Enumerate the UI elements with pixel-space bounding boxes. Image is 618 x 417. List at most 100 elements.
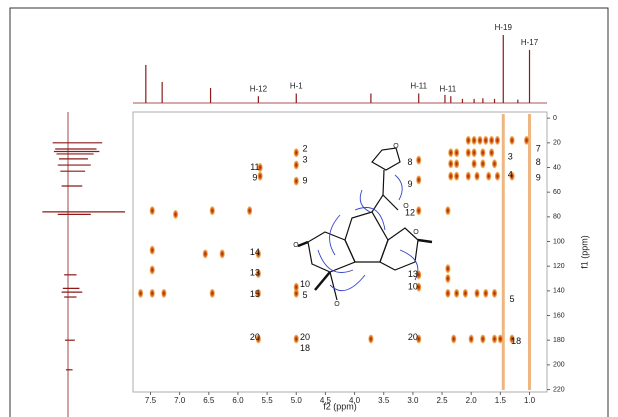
x-tick-label: 3.5 (378, 396, 390, 405)
cross-peak (150, 265, 155, 274)
annotation: 13 (408, 269, 418, 279)
annotation: 3 (508, 151, 513, 161)
annotation: 18 (300, 343, 310, 353)
cross-peak (469, 334, 474, 343)
annotation: 9 (407, 179, 412, 189)
cross-peak (294, 283, 299, 292)
annotation: 7 (536, 143, 541, 153)
cross-peak (466, 172, 471, 181)
x-tick-label: 2.0 (466, 396, 478, 405)
y-tick-label: 100 (553, 238, 565, 245)
annotation: 2 (303, 143, 308, 153)
annotation: 5 (510, 294, 515, 304)
y-tick-label: 40 (553, 164, 561, 171)
atom-label: O (334, 301, 340, 308)
annotation: 15 (250, 289, 260, 299)
cross-peak (161, 289, 166, 298)
annotation: 14 (250, 247, 260, 257)
cross-peak (498, 334, 503, 343)
annotation: 3 (303, 154, 308, 164)
x-tick-label: 7.5 (145, 396, 157, 405)
cross-peak (466, 136, 471, 145)
annotation: 18 (511, 336, 521, 346)
cross-peak (448, 172, 453, 181)
cross-peak (454, 159, 459, 168)
cross-peak (466, 148, 471, 157)
cross-peak (416, 175, 421, 184)
x-tick-label: 2.5 (436, 396, 448, 405)
y-tick-label: 60 (553, 189, 561, 196)
x-tick-label: 1.0 (524, 396, 536, 405)
x-tick-label: 7.0 (174, 396, 186, 405)
cross-peak (509, 136, 514, 145)
atom-label: O (413, 229, 419, 236)
cross-peak (495, 172, 500, 181)
cross-peak (173, 210, 178, 219)
x-tick-label: 6.5 (203, 396, 215, 405)
cross-peak (220, 249, 225, 258)
atom-label: O (293, 242, 299, 249)
annotation: 9 (536, 172, 541, 182)
x-tick-label: 5.5 (262, 396, 274, 405)
cross-peak (247, 206, 252, 215)
x-tick-label: 3.0 (407, 396, 419, 405)
cross-peak (483, 136, 488, 145)
peak-label: H-17 (521, 38, 539, 47)
annotation: 11 (250, 162, 259, 172)
atom-label: O (403, 203, 409, 210)
cross-peak (445, 264, 450, 273)
cross-peak (489, 136, 494, 145)
y-tick-label: 0 (553, 115, 557, 122)
x-tick-label: 6.0 (232, 396, 244, 405)
y-tick-label: 160 (553, 312, 565, 319)
cross-peak (416, 156, 421, 165)
cross-peak (472, 148, 477, 157)
cross-peak (448, 148, 453, 157)
peak-label: H-19 (495, 23, 513, 32)
cross-peak (454, 148, 459, 157)
cross-peak (472, 159, 477, 168)
y-axis-label: f1 (ppm) (579, 235, 589, 269)
peak-label: H-12 (250, 84, 268, 93)
cross-peak (210, 206, 215, 215)
annotation: 8 (407, 157, 412, 167)
cross-peak (416, 206, 421, 215)
cross-peak (451, 334, 456, 343)
cross-peak (492, 289, 497, 298)
y-tick-label: 140 (553, 288, 565, 295)
annotation: 20 (408, 332, 418, 342)
cross-peak (480, 148, 485, 157)
cross-peak (445, 206, 450, 215)
annotation: 20 (250, 332, 260, 342)
y-tick-label: 120 (553, 263, 565, 270)
y-tick-label: 20 (553, 140, 561, 147)
x-tick-label: 4.5 (320, 396, 332, 405)
cross-peak (454, 172, 459, 181)
cross-peak (150, 246, 155, 255)
peak-label: H-11 (439, 84, 456, 93)
cross-peak (483, 289, 488, 298)
annotation: 4 (508, 169, 513, 179)
cross-peak (294, 148, 299, 157)
cross-peak (368, 334, 373, 343)
cross-peak (463, 289, 468, 298)
annotation: 13 (250, 267, 260, 277)
cross-peak (477, 136, 482, 145)
cross-peak (524, 136, 529, 145)
annotation: 10 (300, 279, 310, 289)
cross-peak (480, 159, 485, 168)
cross-peak (480, 334, 485, 343)
peak-label: H-11 (410, 82, 427, 91)
cross-peak (138, 289, 143, 298)
cross-peak (445, 289, 450, 298)
x-tick-label: 1.5 (495, 396, 507, 405)
cross-peak (495, 136, 500, 145)
x-tick-label: 5.0 (291, 396, 303, 405)
cross-peak (445, 274, 450, 283)
y-tick-label: 220 (553, 386, 565, 393)
cross-peak (203, 249, 208, 258)
cross-peak (474, 289, 479, 298)
hmbc-figure: f2 (ppm) f1 (ppm) 7.57.06.56.05.55.04.54… (0, 0, 618, 417)
cross-peak (454, 289, 459, 298)
annotation: 9 (252, 172, 257, 182)
